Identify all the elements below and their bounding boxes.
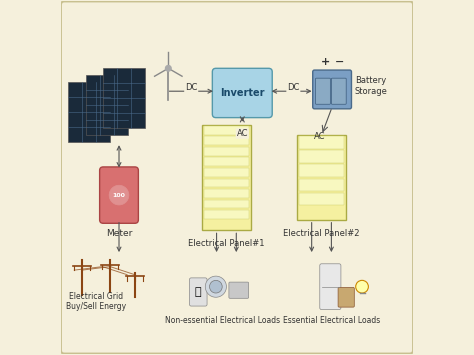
FancyBboxPatch shape <box>313 70 352 109</box>
FancyBboxPatch shape <box>103 68 146 128</box>
Text: Meter: Meter <box>106 229 132 237</box>
FancyBboxPatch shape <box>299 151 345 163</box>
FancyBboxPatch shape <box>299 164 345 177</box>
Text: Electrical Panel#1: Electrical Panel#1 <box>188 239 264 248</box>
FancyBboxPatch shape <box>85 75 128 135</box>
Text: +: + <box>320 56 330 66</box>
Text: DC: DC <box>185 83 197 92</box>
Text: AC: AC <box>314 132 326 142</box>
FancyArrowPatch shape <box>273 89 310 93</box>
FancyBboxPatch shape <box>338 288 354 307</box>
FancyBboxPatch shape <box>202 125 251 230</box>
FancyBboxPatch shape <box>203 210 249 219</box>
FancyBboxPatch shape <box>68 82 110 142</box>
Text: Electrical Grid
Buy/Sell Energy: Electrical Grid Buy/Sell Energy <box>66 292 126 311</box>
FancyBboxPatch shape <box>299 136 345 149</box>
Circle shape <box>205 276 227 297</box>
FancyBboxPatch shape <box>203 136 249 145</box>
FancyBboxPatch shape <box>331 78 346 104</box>
FancyBboxPatch shape <box>190 278 207 306</box>
FancyArrowPatch shape <box>310 223 314 251</box>
FancyBboxPatch shape <box>297 135 346 220</box>
Circle shape <box>356 280 368 293</box>
Circle shape <box>210 280 222 293</box>
Text: Non-essential Electrical Loads: Non-essential Electrical Loads <box>165 316 281 326</box>
FancyBboxPatch shape <box>203 168 249 177</box>
Circle shape <box>165 65 171 71</box>
FancyBboxPatch shape <box>203 147 249 155</box>
Text: −: − <box>335 56 344 66</box>
FancyBboxPatch shape <box>203 126 249 135</box>
FancyArrowPatch shape <box>117 146 121 166</box>
FancyArrowPatch shape <box>329 223 333 251</box>
Circle shape <box>109 185 129 205</box>
Text: Electrical Panel#2: Electrical Panel#2 <box>283 229 360 237</box>
FancyArrowPatch shape <box>169 89 212 93</box>
Text: 🥤: 🥤 <box>195 287 201 297</box>
FancyBboxPatch shape <box>316 78 330 104</box>
Text: 100: 100 <box>112 193 126 198</box>
FancyBboxPatch shape <box>203 200 249 208</box>
FancyArrowPatch shape <box>240 117 244 122</box>
FancyArrowPatch shape <box>117 223 121 251</box>
Text: AC: AC <box>237 129 248 138</box>
Text: Battery
Storage: Battery Storage <box>355 76 388 95</box>
FancyBboxPatch shape <box>203 189 249 198</box>
FancyBboxPatch shape <box>299 179 345 191</box>
FancyBboxPatch shape <box>61 1 413 354</box>
FancyBboxPatch shape <box>203 157 249 166</box>
Text: Essential Electrical Loads: Essential Electrical Loads <box>283 316 381 326</box>
FancyBboxPatch shape <box>203 179 249 187</box>
FancyBboxPatch shape <box>320 264 341 310</box>
Text: Inverter: Inverter <box>220 88 264 98</box>
Text: DC: DC <box>287 83 300 92</box>
FancyArrowPatch shape <box>215 233 219 251</box>
FancyBboxPatch shape <box>229 282 249 298</box>
FancyArrowPatch shape <box>234 233 238 251</box>
FancyBboxPatch shape <box>100 167 138 223</box>
FancyBboxPatch shape <box>212 68 272 118</box>
FancyBboxPatch shape <box>299 193 345 205</box>
